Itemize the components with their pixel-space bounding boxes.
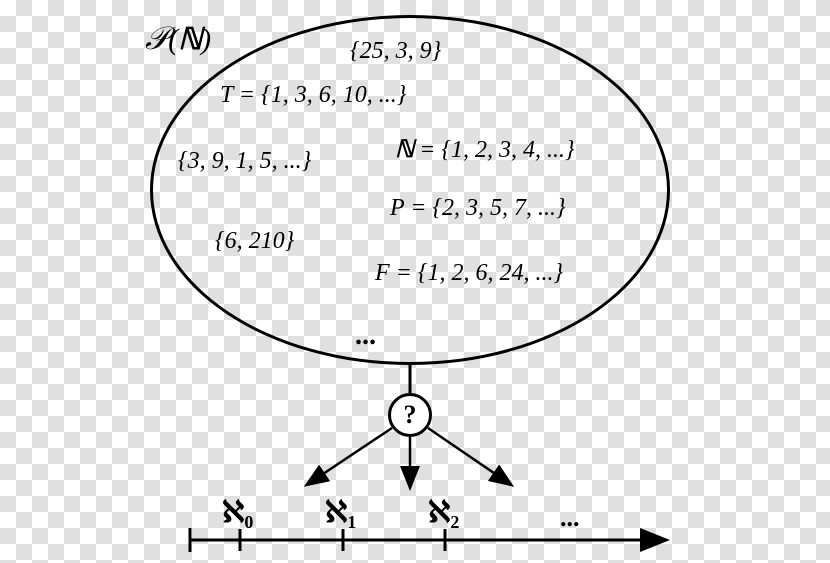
open-paren: ( (168, 23, 178, 56)
script-p: 𝒫 (145, 20, 168, 56)
set-T: T = {1, 3, 6, 10, ...} (220, 82, 406, 109)
set-F: F = {1, 2, 6, 24, ...} (375, 260, 563, 287)
set-6-210: {6, 210} (215, 228, 294, 255)
aleph-2: ℵ2 (428, 495, 459, 533)
bb-n: ℕ (178, 23, 201, 56)
diagram-canvas: 𝒫(ℕ) {25, 3, 9} T = {1, 3, 6, 10, ...} {… (50, 0, 778, 563)
ellipse-dots: ... (355, 320, 376, 352)
powerset-title: 𝒫(ℕ) (145, 20, 211, 58)
question-circle: ? (388, 393, 432, 437)
bb-n-inline: ℕ (395, 137, 413, 163)
aleph-0: ℵ0 (222, 495, 253, 533)
question-mark: ? (404, 400, 417, 430)
aleph-1: ℵ1 (325, 495, 356, 533)
set-P: P = {2, 3, 5, 7, ...} (390, 195, 566, 222)
arrow-left (308, 428, 392, 484)
set-25-3-9: {25, 3, 9} (350, 38, 441, 65)
close-paren: ) (201, 23, 211, 56)
set-3-9-1-5: {3, 9, 1, 5, ...} (178, 148, 311, 175)
numberline-dots: ... (560, 503, 580, 533)
set-N: ℕ = {1, 2, 3, 4, ...} (395, 135, 575, 164)
powerset-ellipse (150, 15, 670, 365)
n-rest: = {1, 2, 3, 4, ...} (413, 137, 574, 163)
arrow-right (428, 428, 510, 484)
